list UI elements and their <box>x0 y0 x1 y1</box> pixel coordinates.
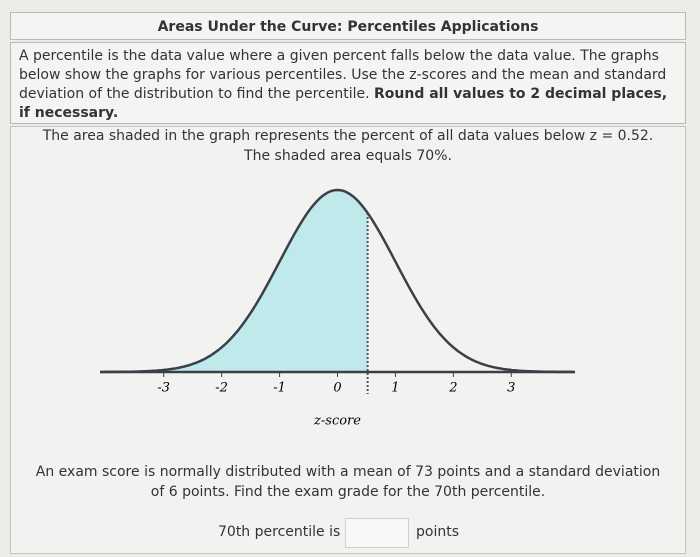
title: Areas Under the Curve: Percentiles Appli… <box>10 12 686 40</box>
x-tick-label: 0 <box>333 381 341 396</box>
graph: -3 -2 -1 0 1 2 3 z-score <box>100 188 575 429</box>
instruction-text: A percentile is the data value where a g… <box>19 48 667 102</box>
description: The shaded area equals 70%. <box>244 148 452 164</box>
x-axis-label: z-score <box>313 414 361 429</box>
shaded-area <box>100 190 368 372</box>
answer-label: 70th percentile is <box>218 524 341 540</box>
x-tick-label: 1 <box>391 381 399 396</box>
answer-input[interactable] <box>345 518 409 548</box>
instructions: A percentile is the data value where a g… <box>10 42 686 124</box>
problem-text: of 6 points. Find the exam grade for the… <box>150 484 546 500</box>
problem-text: An exam score is normally distributed wi… <box>35 464 661 480</box>
curve <box>100 188 575 374</box>
x-tick-label: -1 <box>273 381 286 396</box>
x-tick-label: 2 <box>448 381 457 396</box>
x-tick-label: -3 <box>157 381 170 396</box>
answer-unit: points <box>416 524 459 540</box>
x-tick-label: -2 <box>215 381 228 396</box>
x-tick-label: 3 <box>507 381 515 396</box>
description: The area shaded in the graph represents … <box>42 128 654 144</box>
instruction-emphasis: Round all values to 2 decimal places, if… <box>19 86 668 121</box>
